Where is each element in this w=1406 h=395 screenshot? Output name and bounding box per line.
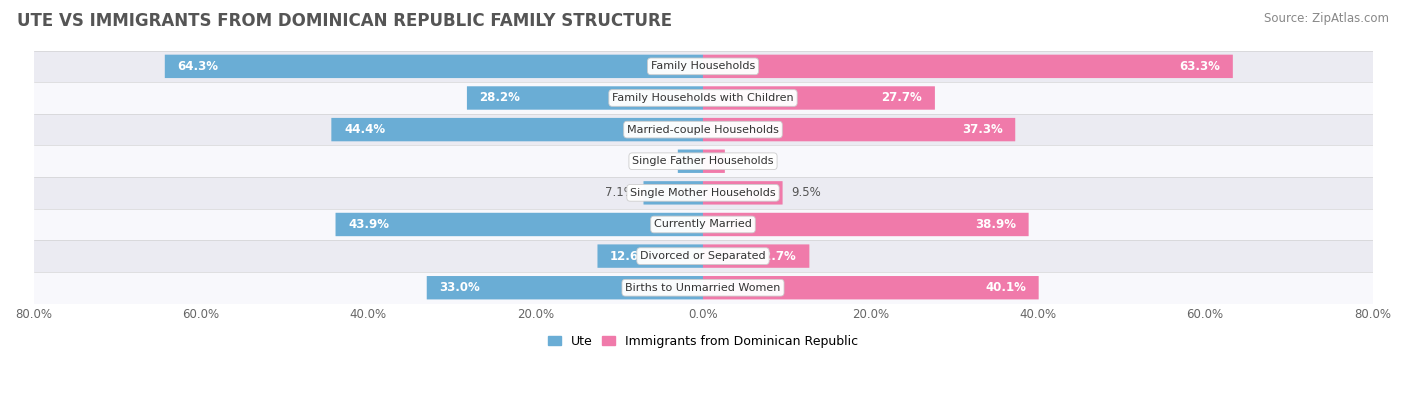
Text: Family Households: Family Households — [651, 61, 755, 71]
Text: 44.4%: 44.4% — [344, 123, 385, 136]
FancyBboxPatch shape — [703, 55, 1233, 78]
Text: Family Households with Children: Family Households with Children — [612, 93, 794, 103]
Text: 7.1%: 7.1% — [606, 186, 636, 199]
Text: 64.3%: 64.3% — [177, 60, 218, 73]
Text: Source: ZipAtlas.com: Source: ZipAtlas.com — [1264, 12, 1389, 25]
Text: Births to Unmarried Women: Births to Unmarried Women — [626, 283, 780, 293]
Bar — [34, 240, 1372, 272]
Text: 12.7%: 12.7% — [756, 250, 797, 263]
Bar — [34, 114, 1372, 145]
FancyBboxPatch shape — [703, 181, 783, 205]
FancyBboxPatch shape — [644, 181, 703, 205]
FancyBboxPatch shape — [703, 118, 1015, 141]
Text: 2.6%: 2.6% — [733, 155, 763, 168]
FancyBboxPatch shape — [427, 276, 703, 299]
Text: Currently Married: Currently Married — [654, 220, 752, 229]
FancyBboxPatch shape — [467, 86, 703, 110]
FancyBboxPatch shape — [165, 55, 703, 78]
Text: 37.3%: 37.3% — [962, 123, 1002, 136]
Text: 40.1%: 40.1% — [986, 281, 1026, 294]
Text: Divorced or Separated: Divorced or Separated — [640, 251, 766, 261]
FancyBboxPatch shape — [703, 245, 810, 268]
Text: 38.9%: 38.9% — [974, 218, 1017, 231]
Text: 12.6%: 12.6% — [610, 250, 651, 263]
FancyBboxPatch shape — [332, 118, 703, 141]
Text: Single Father Households: Single Father Households — [633, 156, 773, 166]
FancyBboxPatch shape — [703, 86, 935, 110]
Text: Married-couple Households: Married-couple Households — [627, 124, 779, 135]
FancyBboxPatch shape — [703, 213, 1029, 236]
Text: Single Mother Households: Single Mother Households — [630, 188, 776, 198]
FancyBboxPatch shape — [703, 276, 1039, 299]
FancyBboxPatch shape — [703, 150, 725, 173]
Bar — [34, 272, 1372, 303]
Bar — [34, 82, 1372, 114]
FancyBboxPatch shape — [336, 213, 703, 236]
Legend: Ute, Immigrants from Dominican Republic: Ute, Immigrants from Dominican Republic — [543, 330, 863, 353]
Text: 43.9%: 43.9% — [349, 218, 389, 231]
Text: 9.5%: 9.5% — [790, 186, 821, 199]
Text: 3.0%: 3.0% — [640, 155, 669, 168]
Text: 33.0%: 33.0% — [440, 281, 479, 294]
FancyBboxPatch shape — [598, 245, 703, 268]
Bar — [34, 145, 1372, 177]
Text: 28.2%: 28.2% — [479, 92, 520, 105]
Text: 27.7%: 27.7% — [882, 92, 922, 105]
Bar — [34, 51, 1372, 82]
Text: UTE VS IMMIGRANTS FROM DOMINICAN REPUBLIC FAMILY STRUCTURE: UTE VS IMMIGRANTS FROM DOMINICAN REPUBLI… — [17, 12, 672, 30]
FancyBboxPatch shape — [678, 150, 703, 173]
Text: 63.3%: 63.3% — [1180, 60, 1220, 73]
Bar — [34, 177, 1372, 209]
Bar — [34, 209, 1372, 240]
